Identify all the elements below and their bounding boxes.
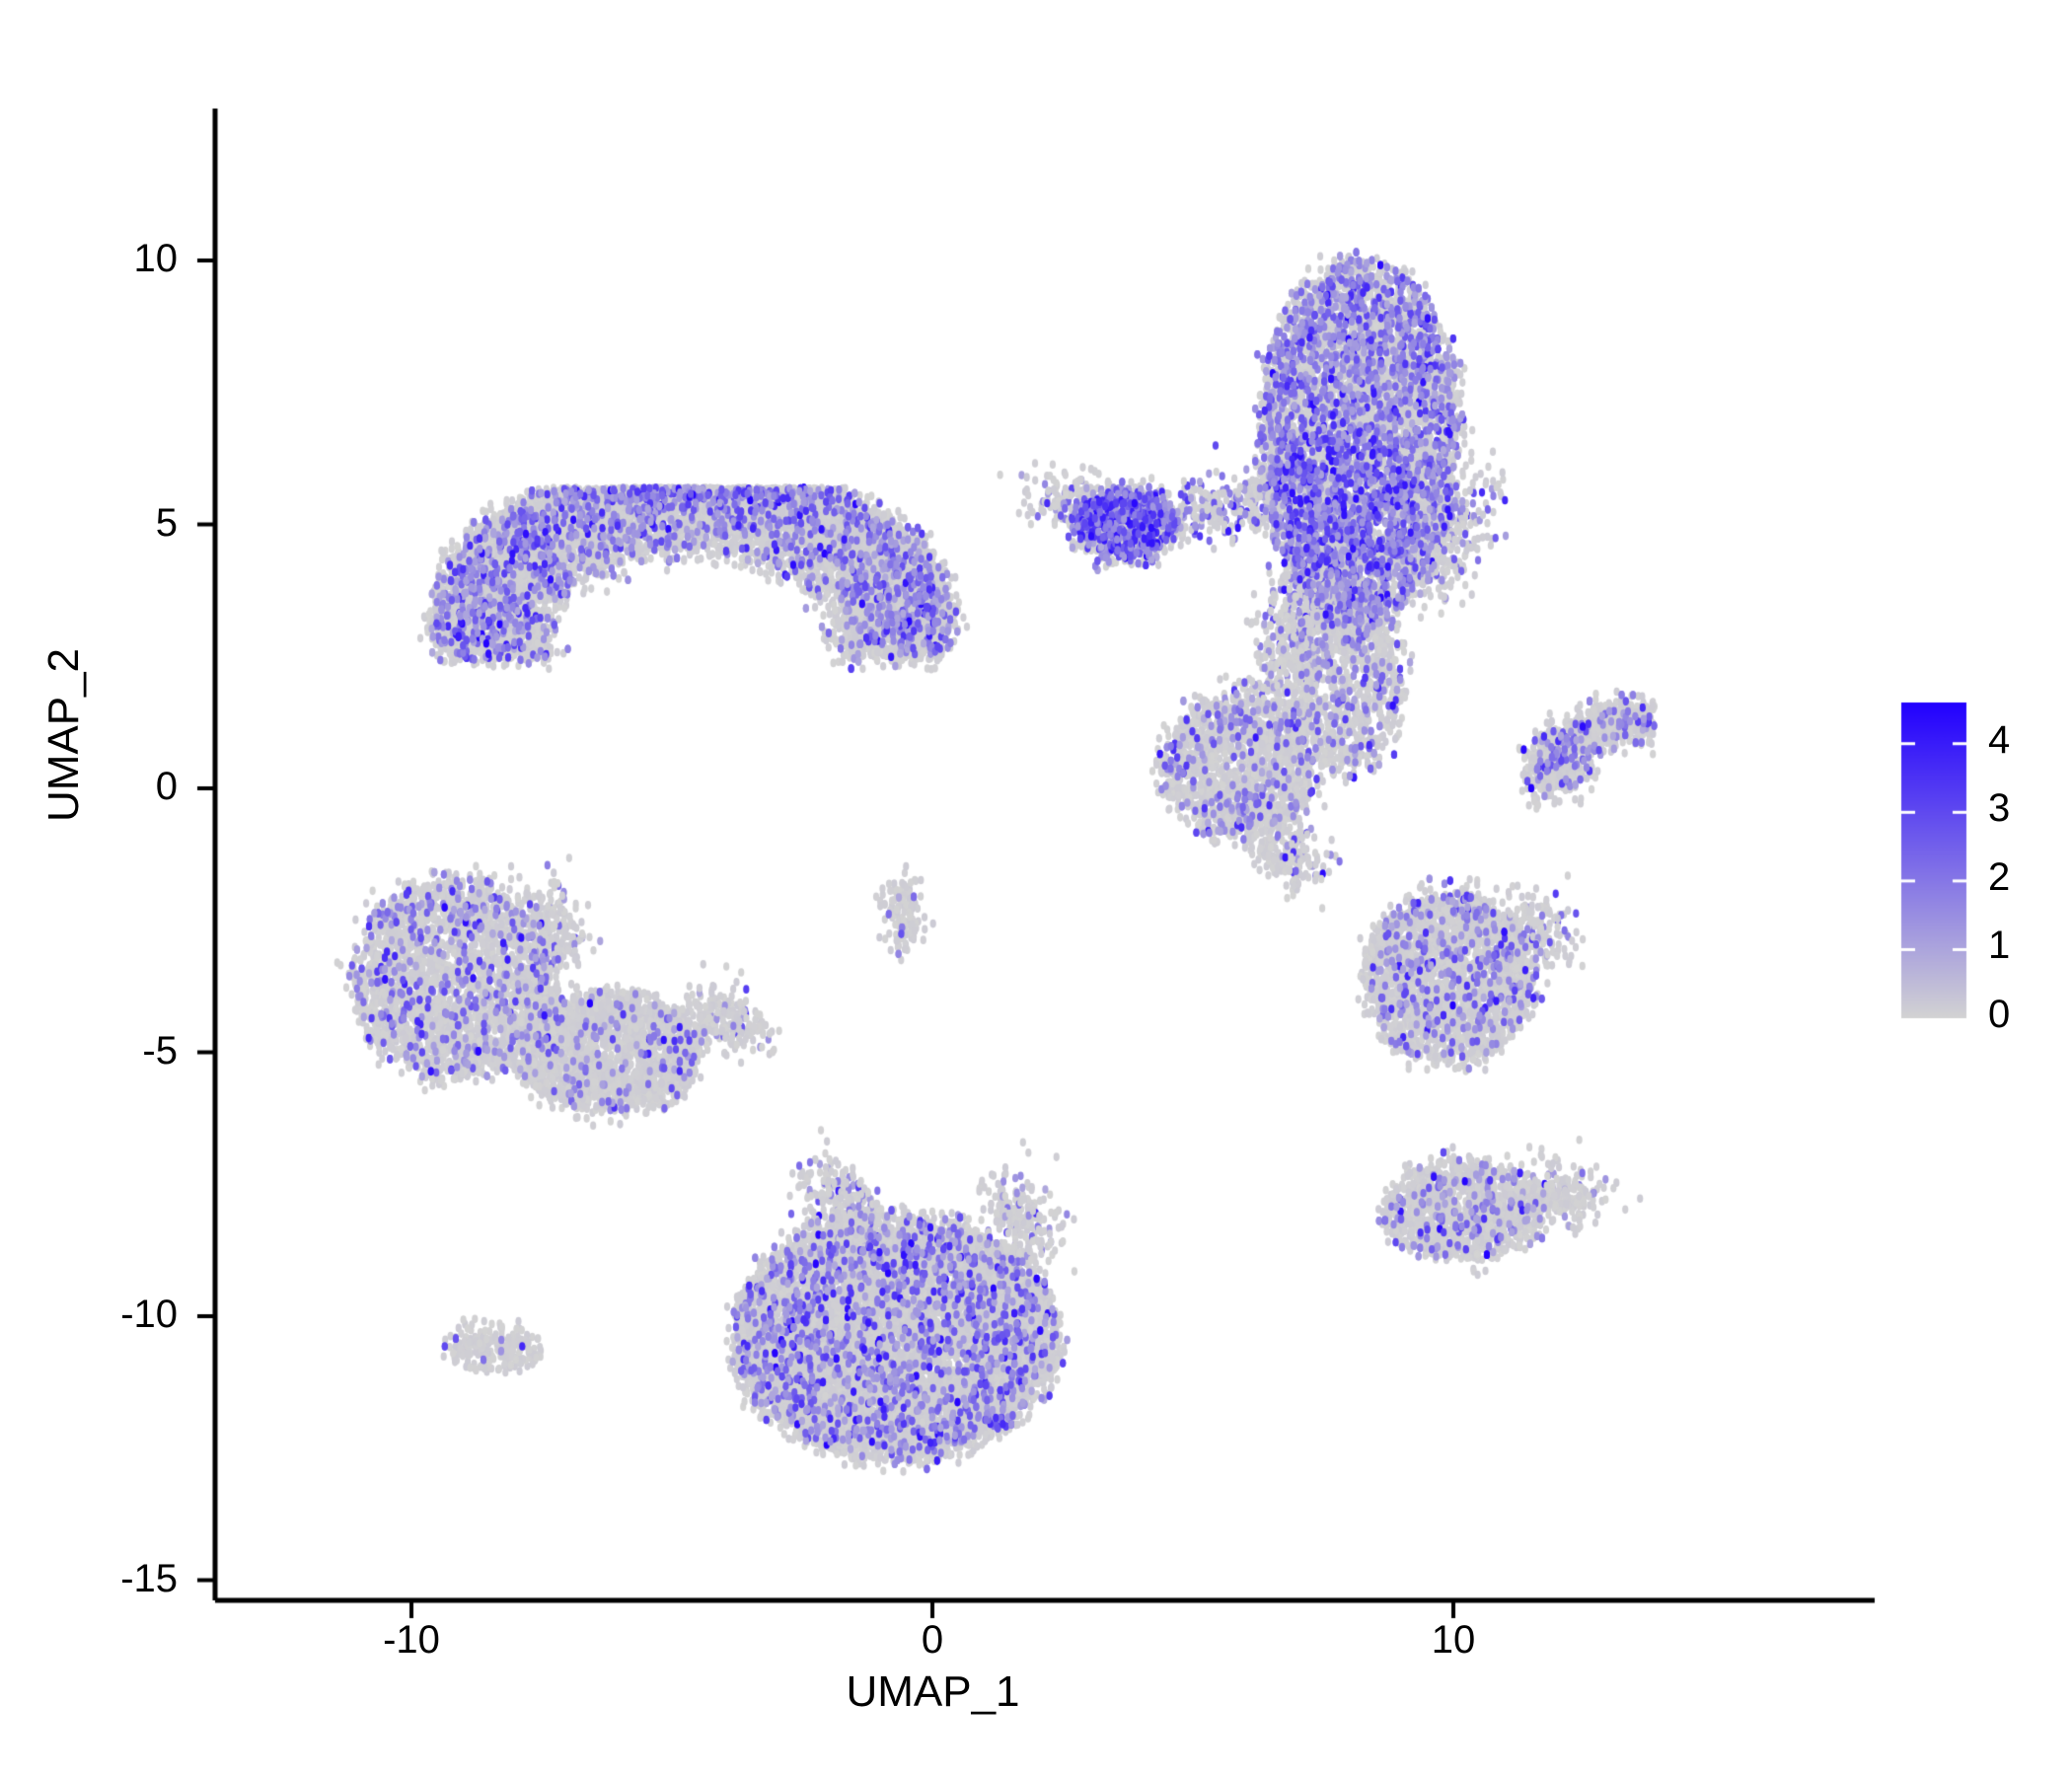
legend-tick-label: 1 [1988, 924, 2011, 968]
legend-tick-label: 0 [1988, 993, 2011, 1036]
y-axis-label: UMAP_2 [39, 647, 88, 823]
legend-tick-label: 4 [1988, 717, 2011, 762]
x-tick-label: -10 [383, 1618, 440, 1662]
x-axis-label: UMAP_1 [846, 1667, 1020, 1716]
y-tick-label: 0 [155, 765, 178, 808]
y-tick-label: -15 [120, 1556, 178, 1600]
y-tick-label: 5 [155, 500, 178, 545]
legend-tick-label: 2 [1988, 854, 2011, 899]
y-tick-label: -5 [142, 1028, 178, 1073]
y-tick-label: -10 [120, 1293, 178, 1336]
legend-tick-label: 3 [1988, 786, 2011, 831]
x-tick-label: 0 [921, 1618, 944, 1662]
x-tick-label: 10 [1431, 1618, 1476, 1662]
y-tick-label: 10 [133, 237, 179, 280]
